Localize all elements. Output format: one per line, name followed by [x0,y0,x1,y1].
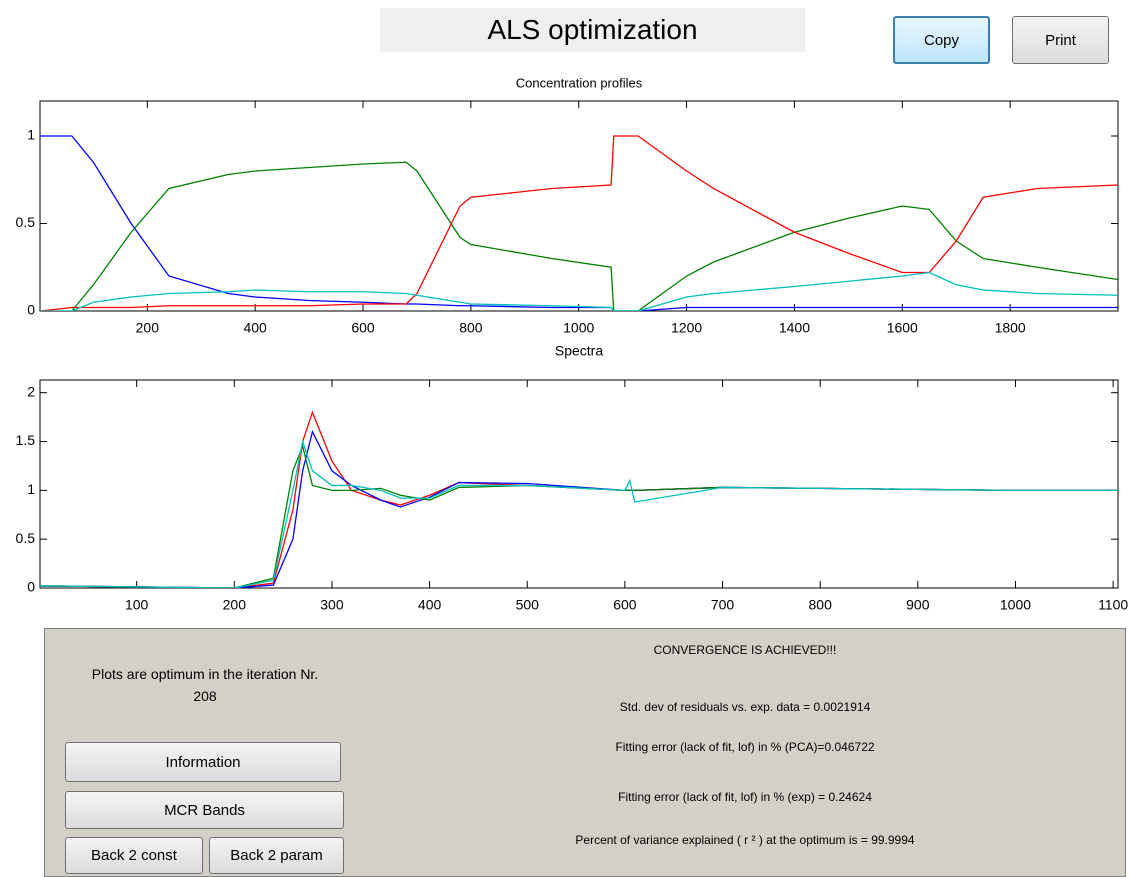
x-tick-label: 400 [418,597,442,613]
x-tick-label: 200 [223,597,247,613]
x-tick-label: 600 [613,597,637,613]
x-tick-label: 1100 [1098,597,1128,613]
title-box: ALS optimization [380,8,805,52]
data-line [40,438,1118,588]
information-button[interactable]: Information [65,742,341,782]
x-tick-label: 1000 [1000,597,1031,613]
x-tick-label: 100 [125,597,149,613]
x-tick-label: 1000 [563,320,594,336]
data-line [40,161,1118,311]
x-tick-label: 700 [711,597,735,613]
message: Fitting error (lack of fit, lof) in % (e… [618,790,872,804]
chart-title: Concentration profiles [516,75,643,90]
data-line [40,135,1118,311]
iteration-label: Plots are optimum in the iteration Nr. [91,666,319,682]
x-tick-label: 1400 [779,320,810,336]
message: CONVERGENCE IS ACHIEVED!!! [653,643,837,657]
x-tick-label: 800 [809,597,833,613]
axes-box [39,379,1119,589]
message: Std. dev of residuals vs. exp. data = 0.… [619,700,871,714]
x-tick-label: 400 [243,320,267,336]
results-panel: Plots are optimum in the iteration Nr. 2… [44,628,1126,877]
x-tick-label: 600 [351,320,375,336]
back-param-button[interactable]: Back 2 param [209,837,344,874]
data-line [40,271,1118,311]
back-const-button[interactable]: Back 2 const [65,837,203,874]
x-tick-label: 800 [459,320,483,336]
message: Fitting error (lack of fit, lof) in % (P… [615,740,875,754]
y-tick-label: 0.5 [16,214,36,230]
y-tick-label: 1 [27,481,35,497]
y-tick-label: 2 [27,383,35,399]
y-tick-label: 1.5 [16,432,36,448]
mcr-bands-button[interactable]: MCR Bands [65,791,344,829]
x-tick-label: 900 [906,597,930,613]
y-tick-label: 0 [27,302,35,318]
x-tick-label: 200 [136,320,160,336]
x-tick-label: 300 [320,597,344,613]
data-line [40,444,1118,588]
window-title: ALS optimization [487,14,698,45]
x-tick-label: 1200 [671,320,702,336]
y-tick-label: 0 [27,579,35,595]
copy-button[interactable]: Copy [893,16,990,64]
axes-box [39,100,1119,312]
iteration-number: 208 [193,688,217,704]
x-axis-label: Spectra [555,343,603,359]
x-tick-label: 1800 [995,320,1026,336]
y-tick-label: 0.5 [16,530,36,546]
x-tick-label: 1600 [887,320,918,336]
print-button[interactable]: Print [1012,16,1109,64]
message: Percent of variance explained ( r ² ) at… [575,833,915,847]
x-tick-label: 500 [516,597,540,613]
y-tick-label: 1 [27,127,35,143]
data-line [40,135,1118,311]
